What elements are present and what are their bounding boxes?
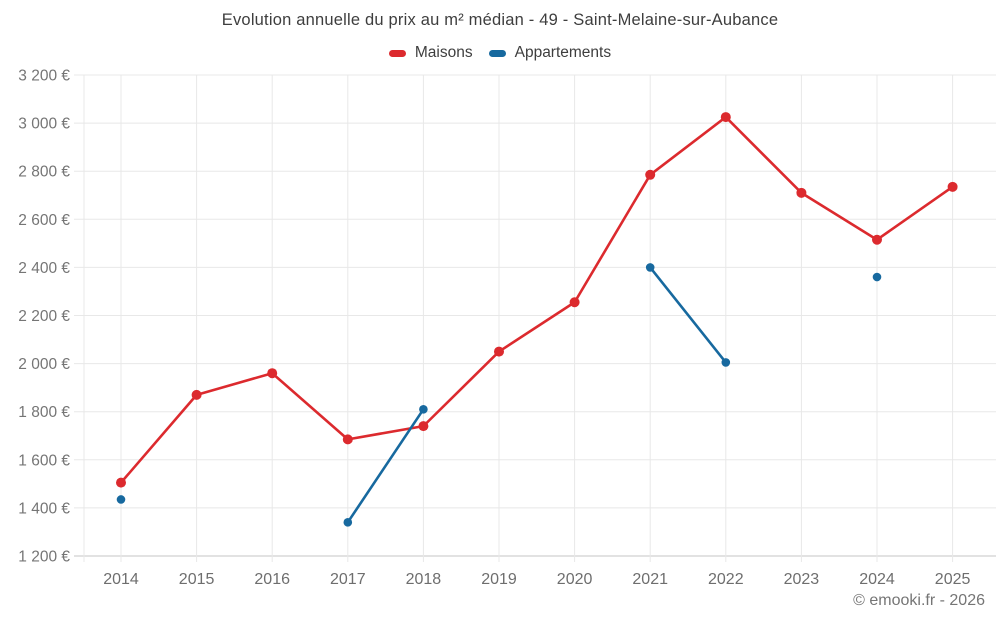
legend-item-appartements[interactable]: Appartements xyxy=(488,44,612,62)
data-point-maisons-2019 xyxy=(494,346,504,357)
data-point-appartements-2021 xyxy=(645,263,655,272)
x-axis-tick-label: 2024 xyxy=(859,571,895,588)
legend-swatch-appartements xyxy=(488,49,506,57)
y-axis-tick-label: 3 200 € xyxy=(18,68,70,85)
data-point-appartements-2018 xyxy=(419,404,428,414)
data-point-appartements-2024 xyxy=(872,272,882,282)
data-point-appartements-2017 xyxy=(343,518,353,527)
data-point-maisons-2022 xyxy=(720,112,731,123)
y-axis-tick-label: 2 600 € xyxy=(18,212,70,229)
x-axis-tick-label: 2022 xyxy=(708,571,744,588)
y-axis-tick-label: 1 800 € xyxy=(18,404,70,421)
series-line-maisons xyxy=(119,393,198,484)
legend-label-maisons: Maisons xyxy=(414,44,473,61)
data-point-maisons-2025 xyxy=(947,181,958,192)
series-line-appartements xyxy=(648,266,728,364)
x-axis-tick-label: 2017 xyxy=(330,571,366,588)
x-axis-tick-label: 2023 xyxy=(784,571,820,588)
y-axis-tick-label: 2 400 € xyxy=(18,260,70,277)
data-point-maisons-2017 xyxy=(342,434,353,445)
y-axis-tick-label: 2 000 € xyxy=(18,356,70,373)
y-axis-tick-label: 2 800 € xyxy=(18,164,70,181)
series-line-maisons xyxy=(195,371,274,397)
legend-item-maisons[interactable]: Maisons xyxy=(388,44,473,62)
y-axis-tick-label: 2 200 € xyxy=(18,308,70,325)
legend-swatch-maisons xyxy=(388,49,406,57)
data-point-maisons-2018 xyxy=(418,421,429,432)
series-line-maisons xyxy=(800,191,879,242)
data-point-maisons-2020 xyxy=(569,297,580,308)
y-axis-tick-label: 1 400 € xyxy=(18,500,70,517)
chart-title: Evolution annuelle du prix au m² médian … xyxy=(221,11,779,29)
series-line-maisons xyxy=(270,371,350,441)
copyright-footer: © emooki.fr - 2026 xyxy=(853,592,985,609)
y-axis-tick-label: 3 000 € xyxy=(18,116,70,133)
x-axis-tick-label: 2021 xyxy=(632,571,668,588)
x-axis-tick-label: 2019 xyxy=(481,571,517,588)
series-line-appartements xyxy=(346,407,425,524)
chart-legend: Maisons Appartements xyxy=(0,44,1000,62)
data-point-maisons-2016 xyxy=(267,368,278,379)
data-point-maisons-2024 xyxy=(872,234,882,245)
series-line-maisons xyxy=(422,350,501,428)
legend-label-appartements: Appartements xyxy=(514,44,612,61)
series-line-maisons xyxy=(573,173,652,304)
x-axis-tick-label: 2015 xyxy=(179,571,215,588)
data-point-appartements-2022 xyxy=(721,358,731,367)
data-point-maisons-2014 xyxy=(116,477,126,488)
series-line-maisons xyxy=(648,115,728,177)
series-line-maisons xyxy=(875,185,954,242)
series-line-maisons xyxy=(497,300,576,353)
data-point-maisons-2015 xyxy=(191,389,202,400)
x-axis-tick-label: 2020 xyxy=(557,571,593,588)
y-axis-tick-label: 1 200 € xyxy=(18,549,70,566)
data-point-appartements-2014 xyxy=(116,495,126,504)
y-axis-tick-label: 1 600 € xyxy=(18,452,70,469)
data-point-maisons-2021 xyxy=(645,169,656,180)
data-point-maisons-2023 xyxy=(796,187,807,198)
x-axis-tick-label: 2025 xyxy=(935,571,971,588)
x-axis-tick-label: 2014 xyxy=(103,571,139,588)
series-line-maisons xyxy=(724,115,803,195)
x-axis-tick-label: 2018 xyxy=(406,571,442,588)
x-axis-tick-label: 2016 xyxy=(254,571,290,588)
